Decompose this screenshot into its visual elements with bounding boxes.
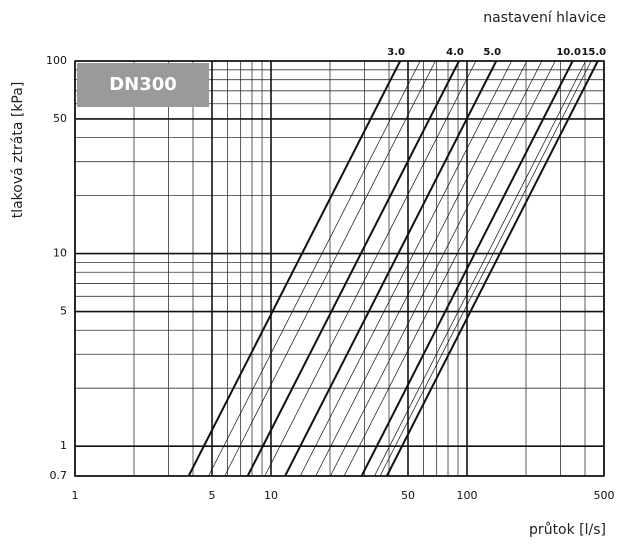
x-tick-label: 1 [72, 489, 79, 502]
legend-label: 3.0 [387, 47, 405, 58]
x-tick-label: 100 [457, 489, 478, 502]
x-tick-label: 5 [208, 489, 215, 502]
y-tick-label: 10 [53, 247, 67, 260]
legend-label: 10.0 [556, 47, 581, 58]
badge: DN300 [109, 74, 177, 95]
legend-label: 5.0 [483, 47, 501, 58]
series-line [385, 61, 599, 476]
y-tick-label: 0.7 [50, 469, 68, 482]
annotation: nastavení hlavice [483, 10, 606, 26]
series-line [360, 61, 574, 476]
series-line [343, 61, 556, 476]
x-tick-label: 50 [401, 489, 415, 502]
series-line [187, 61, 402, 476]
series-line [246, 61, 460, 476]
series-line [224, 61, 436, 476]
legend-label: 15.0 [581, 47, 606, 58]
legend-label: 4.0 [446, 47, 464, 58]
plot-frame [74, 60, 605, 477]
x-axis-label: průtok [l/s] [529, 522, 606, 538]
series-line [264, 61, 477, 476]
y-tick-label: 50 [53, 112, 67, 125]
series-line [284, 61, 498, 476]
series-line [208, 61, 421, 476]
y-tick-label: 1 [60, 439, 67, 452]
series-line [330, 61, 543, 476]
series-line [374, 61, 586, 476]
series-line [315, 61, 528, 476]
badge-box [77, 63, 209, 107]
series-line [379, 61, 592, 476]
x-tick-label: 500 [594, 489, 615, 502]
series-line [299, 61, 512, 476]
y-tick-label: 5 [60, 305, 67, 318]
x-tick-label: 10 [264, 489, 278, 502]
y-axis-label: tlaková ztráta [kPa] [10, 82, 26, 219]
y-tick-label: 100 [46, 54, 67, 67]
